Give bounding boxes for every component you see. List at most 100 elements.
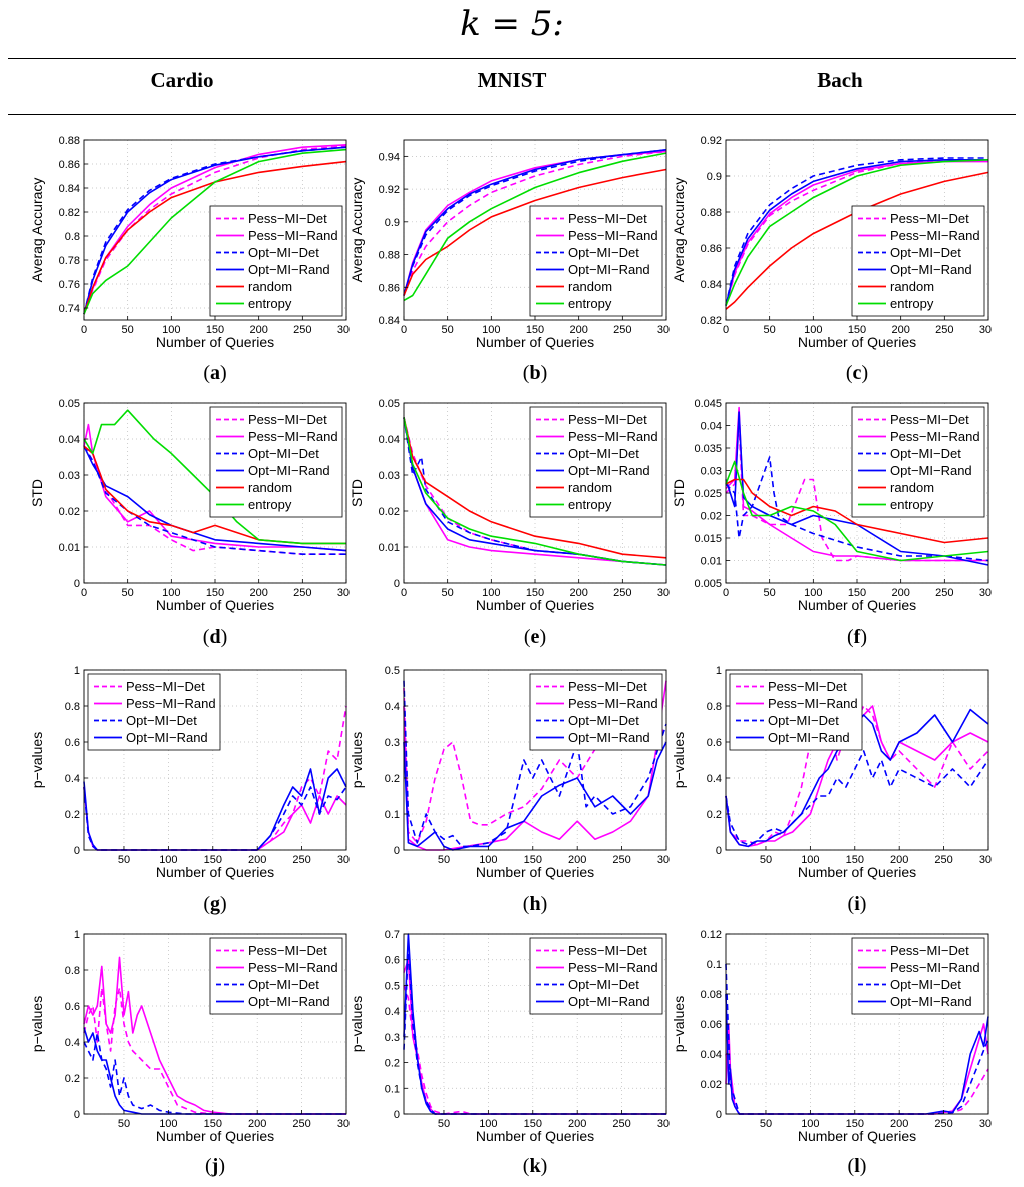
legend-label: Pess−MI−Det [890, 211, 969, 226]
x-tick-label: 150 [848, 324, 866, 336]
legend-label: Pess−MI−Det [248, 943, 327, 958]
legend-label: Pess−MI−Det [768, 679, 847, 694]
series-line-opt-dash [403, 946, 666, 1115]
x-tick-label: 50 [764, 587, 776, 599]
y-tick-label: 0.86 [59, 159, 80, 171]
x-tick-label: 250 [613, 587, 631, 599]
y-tick-label: 0.86 [379, 282, 400, 294]
chart-svg-e: 0 50 100 150 200 250 300 0 0.01 0.02 0.03 0.04 0.05 N… [349, 398, 675, 613]
y-tick-label: 0.03 [59, 470, 80, 482]
y-axis-label: p−values [30, 732, 45, 788]
series-line-entropy [725, 159, 989, 306]
y-tick-label: 1 [716, 665, 722, 677]
caption-letter: i [854, 893, 860, 915]
legend: Pess−MI−Det Pess−MI−Rand Opt−MI−Det Opt−MI−… [209, 205, 343, 317]
y-axis-label: p−values [672, 732, 687, 788]
legend-label: Pess−MI−Rand [568, 696, 658, 711]
x-tick-label: 50 [122, 324, 134, 336]
legend-box [209, 205, 343, 317]
caption-letter: l [854, 1155, 860, 1177]
legend-label: Opt−MI−Rand [890, 994, 972, 1009]
y-tick-label: 0.2 [65, 809, 80, 821]
y-tick-label: 0.88 [59, 135, 80, 147]
y-tick-label: 0.8 [65, 701, 80, 713]
series-line-opt [403, 741, 667, 851]
legend-label: Opt−MI−Det [568, 245, 639, 260]
series-line-opt [83, 1027, 346, 1115]
x-tick-label: 50 [118, 1118, 130, 1130]
series-line-opt-dash [725, 456, 989, 562]
x-tick-label: 250 [612, 1118, 630, 1130]
page-title: k = 5: [460, 4, 564, 44]
y-tick-label: 0.2 [385, 1058, 400, 1070]
y-tick-label: 0.5 [385, 980, 400, 992]
table-header-rule [8, 114, 1016, 115]
x-axis-label: Number of Queries [156, 864, 274, 880]
legend-label: Opt−MI−Det [248, 245, 319, 260]
y-tick-label: 0.4 [385, 1006, 400, 1018]
legend-label: entropy [248, 497, 292, 512]
y-tick-label: 0.88 [379, 250, 400, 262]
series-line-random [725, 478, 989, 544]
legend-label: Pess−MI−Rand [568, 960, 658, 975]
x-tick-label: 100 [801, 854, 819, 866]
y-axis-label: STD [350, 479, 365, 507]
caption-letter: b [529, 362, 541, 384]
legend-label: Pess−MI−Rand [248, 960, 338, 975]
x-tick-label: 300 [337, 1118, 350, 1130]
caption-letter: c [852, 362, 862, 384]
legend-label: Pess−MI−Det [126, 679, 205, 694]
y-tick-label: 1 [74, 929, 80, 941]
y-tick-label: 0.2 [65, 1073, 80, 1085]
series-line-opt-dash [725, 157, 988, 306]
series-line-opt [725, 708, 989, 848]
caption-d: (d) [202, 626, 228, 648]
legend-label: Pess−MI−Rand [890, 228, 980, 243]
x-tick-label: 250 [613, 324, 631, 336]
x-axis-label: Number of Queries [156, 597, 274, 613]
y-tick-label: 0.88 [701, 207, 722, 219]
x-axis-label: Number of Queries [156, 1128, 274, 1144]
y-tick-label: 0.3 [385, 737, 400, 749]
legend-label: Opt−MI−Det [568, 977, 639, 992]
chart-svg-c: 0 50 100 150 200 250 300 0.82 0.84 0.86 0.88 0.9 0.9… [671, 135, 997, 350]
y-tick-label: 0.08 [701, 989, 722, 1001]
series-line-entropy [403, 417, 667, 566]
legend-label: Pess−MI−Rand [890, 960, 980, 975]
legend-label: Pess−MI−Rand [126, 696, 216, 711]
chart-h: 50 100 150 200 250 300 0 0.1 0.2 0.3 0.4 0.5 Number … [349, 660, 675, 897]
x-tick-label: 100 [804, 324, 822, 336]
series-line-opt [725, 158, 988, 306]
y-tick-label: 0.01 [701, 556, 722, 568]
chart-svg-l: 50 100 150 200 250 300 0 0.02 0.04 0.06 0.08 0.1 0.1… [671, 929, 997, 1144]
chart-svg-d: 0 50 100 150 200 250 300 0 0.01 0.02 0.03 0.04 0.05 N… [29, 398, 355, 613]
series-line-opt-dash [725, 963, 989, 1115]
x-tick-label: 100 [804, 587, 822, 599]
x-tick-label: 250 [934, 854, 952, 866]
y-tick-label: 0.2 [707, 809, 722, 821]
series-line-opt-dash [83, 1032, 346, 1115]
legend-label: entropy [890, 296, 934, 311]
x-tick-label: 150 [206, 324, 224, 336]
y-tick-label: 0.025 [694, 488, 722, 500]
series-line-opt [83, 146, 347, 315]
legend-label: Opt−MI−Det [768, 713, 839, 728]
legend-label: Opt−MI−Det [890, 977, 961, 992]
y-axis-label: Averag Accuracy [672, 178, 687, 283]
legend-label: random [568, 480, 612, 495]
y-axis-label: p−values [30, 996, 45, 1052]
legend-label: Opt−MI−Rand [126, 730, 208, 745]
y-tick-label: 0.02 [379, 506, 400, 518]
chart-c: 0 50 100 150 200 250 300 0.82 0.84 0.86 0.88 0.9 0.9… [671, 130, 997, 367]
y-tick-label: 0.6 [65, 1001, 80, 1013]
caption-f: (f) [846, 626, 867, 648]
y-tick-label: 0.8 [65, 231, 80, 243]
chart-svg-j: 50 100 150 200 250 300 0 0.2 0.4 0.6 0.8 1 Number of… [29, 929, 355, 1144]
y-tick-label: 0.2 [385, 773, 400, 785]
x-axis-label: Number of Queries [476, 597, 594, 613]
legend-label: Opt−MI−Rand [248, 994, 330, 1009]
x-tick-label: 50 [442, 324, 454, 336]
series-line-entropy [83, 409, 346, 545]
y-tick-label: 0.05 [59, 398, 80, 410]
axes-frame [403, 669, 667, 851]
